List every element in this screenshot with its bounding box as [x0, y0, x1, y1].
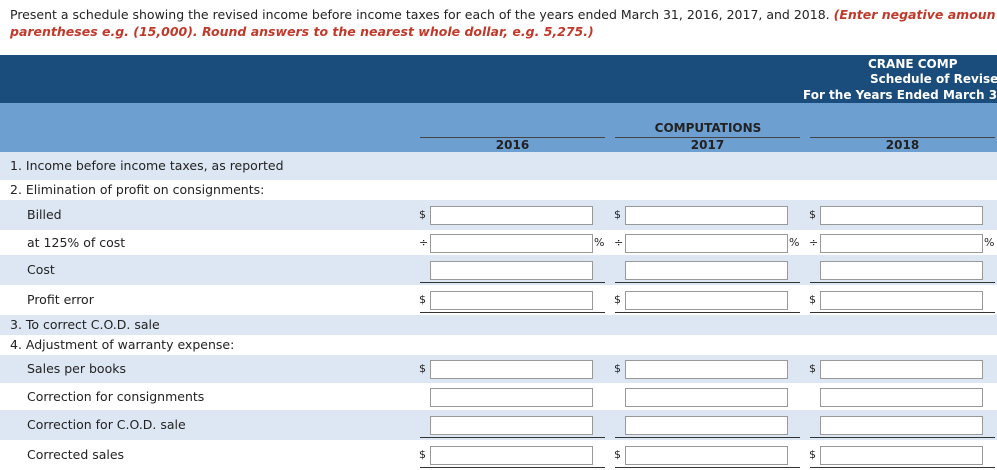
prefix-symbol: $	[419, 362, 426, 375]
prefix-symbol: $	[614, 362, 621, 375]
row-label: Sales per books	[27, 361, 126, 376]
amount-input[interactable]	[625, 446, 788, 465]
computations-label: COMPUTATIONS	[654, 121, 762, 135]
underline	[615, 437, 800, 438]
amount-input[interactable]	[625, 291, 788, 310]
prefix-symbol: $	[809, 362, 816, 375]
underline	[810, 437, 995, 438]
amount-input[interactable]	[820, 291, 983, 310]
instruction-line2: parentheses e.g. (15,000). Round answers…	[10, 24, 594, 39]
prefix-symbol: $	[614, 293, 621, 306]
amount-input[interactable]	[625, 233, 788, 253]
table-row	[0, 335, 997, 355]
amount-input[interactable]	[625, 206, 788, 225]
prefix-symbol: $	[419, 448, 426, 461]
instruction-emphasis: (Enter negative amoun	[833, 7, 996, 22]
prefix-symbol: ÷	[419, 235, 429, 249]
amount-input[interactable]	[625, 261, 788, 280]
amount-input[interactable]	[430, 446, 593, 465]
amount-input[interactable]	[430, 416, 593, 435]
period: For the Years Ended March 31, 2	[803, 88, 997, 102]
row-label: Profit error	[27, 292, 94, 307]
underline	[615, 282, 800, 283]
row-label: Correction for C.O.D. sale	[27, 417, 186, 432]
row-label: at 125% of cost	[27, 234, 126, 250]
amount-input[interactable]	[430, 360, 593, 379]
table-row	[0, 152, 997, 180]
double-underline	[810, 467, 995, 470]
row-label: 3. To correct C.O.D. sale	[10, 317, 160, 332]
prefix-symbol: $	[809, 448, 816, 461]
prefix-symbol: $	[419, 208, 426, 221]
column-header-band	[0, 103, 997, 152]
amount-input[interactable]	[430, 233, 593, 253]
table-row	[0, 180, 997, 200]
amount-input[interactable]	[820, 360, 983, 379]
prefix-symbol: ÷	[614, 235, 624, 249]
amount-input[interactable]	[820, 446, 983, 465]
amount-input[interactable]	[625, 387, 788, 407]
instruction-text: Present a schedule showing the revised i…	[10, 7, 830, 22]
amount-input[interactable]	[430, 387, 593, 407]
row-label: Corrected sales	[27, 447, 125, 462]
prefix-symbol: $	[809, 293, 816, 306]
suffix-symbol: %	[594, 235, 605, 249]
double-underline	[420, 467, 605, 470]
year-header: 2016	[495, 138, 530, 152]
company: CRANE COMP	[868, 57, 958, 71]
prefix-symbol: $	[614, 448, 621, 461]
instructions: Present a schedule showing the revised i…	[10, 6, 996, 40]
amount-input[interactable]	[820, 387, 983, 407]
column-rule	[615, 137, 800, 138]
suffix-symbol: %	[789, 235, 800, 249]
column-rule	[810, 137, 995, 138]
table-row	[0, 315, 997, 335]
amount-input[interactable]	[625, 416, 788, 435]
amount-input[interactable]	[430, 261, 593, 280]
underline	[810, 282, 995, 283]
underline	[420, 437, 605, 438]
schedule-title: Schedule of Revised	[870, 72, 997, 86]
header-band	[0, 55, 997, 103]
row-label: Correction for consignments	[27, 388, 205, 404]
amount-input[interactable]	[820, 233, 983, 253]
amount-input[interactable]	[820, 261, 983, 280]
row-label: 4. Adjustment of warranty expense:	[10, 337, 235, 352]
amount-input[interactable]	[430, 291, 593, 310]
suffix-symbol: %	[984, 235, 995, 249]
year-header: 2017	[690, 138, 725, 152]
amount-input[interactable]	[625, 360, 788, 379]
prefix-symbol: $	[419, 293, 426, 306]
row-label: Cost	[27, 262, 55, 277]
row-label: 2. Elimination of profit on consignments…	[10, 182, 265, 197]
row-label: Billed	[27, 207, 62, 222]
double-underline	[615, 467, 800, 470]
year-header: 2018	[885, 138, 920, 152]
prefix-symbol: ÷	[809, 235, 819, 249]
amount-input[interactable]	[820, 206, 983, 225]
row-label: 1. Income before income taxes, as report…	[10, 158, 284, 173]
column-rule	[420, 137, 605, 138]
prefix-symbol: $	[809, 208, 816, 221]
underline	[420, 282, 605, 283]
amount-input[interactable]	[820, 416, 983, 435]
amount-input[interactable]	[430, 206, 593, 225]
prefix-symbol: $	[614, 208, 621, 221]
